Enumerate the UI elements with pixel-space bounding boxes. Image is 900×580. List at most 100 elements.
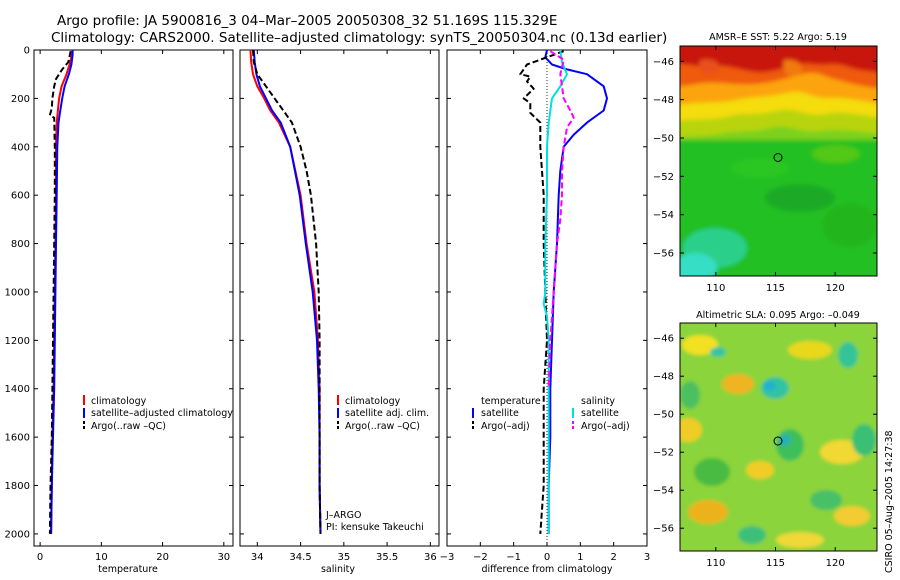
legend-heading-salinity: salinity bbox=[581, 396, 615, 407]
temperature-panel: 0 10 20 30 0 200 400 600 800 1000 1200 1400 1600 1800… bbox=[5, 46, 234, 575]
map-y-tick-label: −56 bbox=[653, 524, 674, 535]
difference-legend-temperature: temperature satellite Argo(–adj) bbox=[472, 396, 541, 432]
x-tick-label: 20 bbox=[156, 552, 169, 563]
y-tick-label: 600 bbox=[11, 191, 30, 202]
map-y-tick-label: −52 bbox=[653, 448, 674, 459]
sla-map-panel: Altimetric SLA: 0.095 Argo: –0.049 bbox=[653, 310, 878, 569]
map-x-tick-label: 120 bbox=[826, 283, 845, 294]
map-x-tick-label: 115 bbox=[766, 558, 785, 569]
sst-map-frame bbox=[679, 45, 878, 277]
figure-title-line-1: Argo profile: JA 5900816_3 04–Mar–2005 2… bbox=[57, 13, 558, 29]
temperature-series bbox=[48, 49, 74, 534]
y-tick-label: 1800 bbox=[5, 481, 30, 492]
map-x-tick-label: 120 bbox=[826, 558, 845, 569]
series-line-0 bbox=[249, 49, 322, 534]
series-line-1 bbox=[519, 50, 565, 534]
y-tick-label: 1600 bbox=[5, 433, 30, 444]
x-tick-label: 36 bbox=[424, 552, 437, 563]
series-line-2 bbox=[252, 49, 322, 534]
legend-label-temp-satellite: satellite bbox=[481, 408, 519, 419]
map-y-tick-label: −48 bbox=[653, 95, 674, 106]
series-line-2 bbox=[542, 49, 568, 534]
x-tick-label: −2 bbox=[473, 552, 488, 563]
map-y-tick-label: −52 bbox=[653, 172, 674, 183]
y-tick-label: 200 bbox=[11, 94, 30, 105]
series-line-3 bbox=[547, 50, 575, 389]
x-tick-label: 35.5 bbox=[376, 552, 398, 563]
map-y-tick-label: −46 bbox=[653, 57, 674, 68]
y-tick-label: 400 bbox=[11, 142, 30, 153]
salinity-ticks: 34 34.5 35 35.5 36 bbox=[240, 49, 439, 563]
principal-investigator-annotation: PI: kensuke Takeuchi bbox=[326, 522, 424, 533]
map-y-tick-label: −56 bbox=[653, 249, 674, 260]
series-line-1 bbox=[50, 50, 74, 534]
map-y-tick-label: −48 bbox=[653, 372, 674, 383]
sla-map-ticks: 110 115 120 −46 −48 −50 −52 −54 −56 bbox=[653, 323, 877, 569]
series-line-2 bbox=[48, 50, 72, 534]
sst-heatmap bbox=[680, 46, 877, 276]
x-tick-label: 35 bbox=[337, 552, 350, 563]
x-tick-label: 1 bbox=[577, 552, 583, 563]
map-x-tick-label: 110 bbox=[706, 558, 725, 569]
float-program-annotation: J–ARGO bbox=[325, 510, 362, 521]
difference-ticks: −3 −2 −1 0 1 2 3 bbox=[440, 49, 650, 563]
temperature-xlabel: temperature bbox=[98, 564, 158, 575]
map-y-tick-label: −50 bbox=[653, 410, 674, 421]
sla-map-frame bbox=[679, 322, 878, 552]
series-line-1 bbox=[252, 49, 322, 534]
map-y-tick-label: −46 bbox=[653, 334, 674, 345]
salinity-xlabel: salinity bbox=[321, 564, 355, 575]
x-tick-label: 0 bbox=[37, 552, 43, 563]
x-tick-label: 0 bbox=[544, 552, 550, 563]
series-line-0 bbox=[544, 49, 608, 534]
legend-label-sal-satellite: satellite bbox=[581, 408, 619, 419]
legend-label-satellite-adj: satellite adj. clim. bbox=[345, 408, 429, 419]
x-tick-label: 3 bbox=[644, 552, 650, 563]
temperature-legend: climatology satellite–adjusted climatolo… bbox=[83, 395, 233, 432]
difference-axes-frame bbox=[446, 49, 648, 547]
temperature-axes-frame bbox=[33, 49, 234, 547]
legend-label-temp-argo: Argo(–adj) bbox=[481, 421, 530, 432]
difference-legend-salinity: salinity satellite Argo(–adj) bbox=[572, 396, 630, 432]
salinity-legend: climatology satellite adj. clim. Argo(..… bbox=[337, 395, 429, 432]
y-tick-label: 0 bbox=[24, 46, 30, 57]
sst-argo-location-marker bbox=[773, 153, 783, 162]
legend-heading-temperature: temperature bbox=[481, 396, 541, 407]
sla-map-title: Altimetric SLA: 0.095 Argo: –0.049 bbox=[696, 310, 860, 321]
salinity-axes-frame bbox=[239, 49, 440, 547]
difference-series bbox=[519, 49, 608, 534]
map-x-tick-label: 110 bbox=[706, 283, 725, 294]
legend-label-climatology: climatology bbox=[91, 396, 147, 407]
legend-label-sal-argo: Argo(–adj) bbox=[581, 421, 630, 432]
timestamp-side-label: CSIRO 05–Aug–2005 14:27:38 bbox=[884, 430, 895, 573]
x-tick-label: 2 bbox=[610, 552, 616, 563]
x-tick-label: −3 bbox=[440, 552, 455, 563]
x-tick-label: −1 bbox=[506, 552, 521, 563]
sst-map-panel: AMSR–E SST: 5.22 Argo: 5.19 bbox=[653, 32, 878, 294]
legend-label-climatology: climatology bbox=[345, 396, 401, 407]
salinity-panel: 34 34.5 35 35.5 36 salinity climatology sate… bbox=[239, 49, 440, 575]
y-tick-label: 1400 bbox=[5, 384, 30, 395]
difference-xlabel: difference from climatology bbox=[481, 564, 612, 575]
x-tick-label: 34.5 bbox=[289, 552, 311, 563]
legend-label-argo: Argo(..raw –QC) bbox=[91, 421, 166, 432]
sst-map-ticks: 110 115 120 −46 −48 −50 −52 −54 −56 bbox=[653, 46, 877, 294]
y-tick-label: 2000 bbox=[5, 529, 30, 540]
difference-panel: −3 −2 −1 0 1 2 3 difference from climatology t… bbox=[440, 49, 650, 575]
y-tick-label: 800 bbox=[11, 239, 30, 250]
x-tick-label: 34 bbox=[251, 552, 264, 563]
x-tick-label: 30 bbox=[217, 552, 230, 563]
y-tick-label: 1200 bbox=[5, 336, 30, 347]
sst-map-title: AMSR–E SST: 5.22 Argo: 5.19 bbox=[709, 32, 847, 43]
figure-title-line-2: Climatology: CARS2000. Satellite–adjuste… bbox=[51, 30, 668, 46]
legend-label-satellite-adjusted: satellite–adjusted climatology bbox=[91, 408, 233, 419]
map-x-tick-label: 115 bbox=[766, 283, 785, 294]
temperature-ticks: 0 10 20 30 0 200 400 600 800 1000 1200 1400 1600 1800… bbox=[5, 46, 233, 563]
salinity-series bbox=[249, 49, 322, 534]
map-y-tick-label: −50 bbox=[653, 134, 674, 145]
y-tick-label: 1000 bbox=[5, 287, 30, 298]
sla-argo-location-marker bbox=[773, 436, 783, 446]
map-y-tick-label: −54 bbox=[653, 486, 674, 497]
x-tick-label: 10 bbox=[95, 552, 108, 563]
